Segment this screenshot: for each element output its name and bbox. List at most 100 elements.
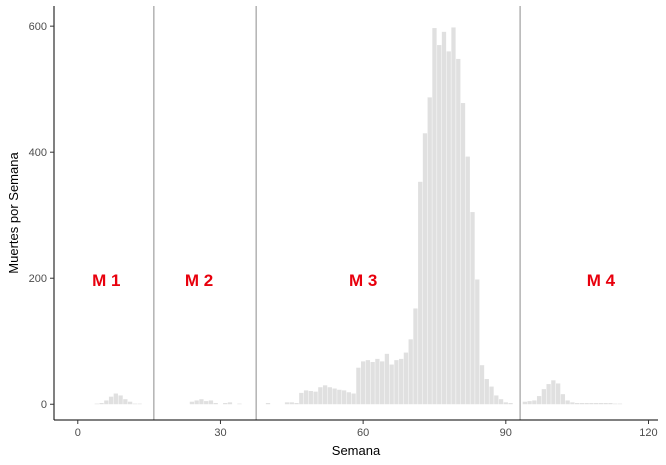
y-tick-label: 200 [29, 273, 47, 285]
bar [536, 396, 542, 405]
bar [527, 401, 532, 405]
bar [555, 383, 561, 405]
bar [460, 103, 466, 405]
bar [484, 379, 489, 405]
bar [498, 399, 504, 405]
bar [294, 402, 299, 405]
bar [265, 402, 271, 405]
x-axis-title: Semana [332, 443, 381, 458]
bar [137, 403, 142, 405]
y-tick-label: 0 [41, 399, 47, 411]
bar [94, 403, 99, 405]
bar [127, 401, 133, 405]
bar [284, 402, 290, 405]
bar [475, 279, 480, 405]
bar [351, 393, 356, 405]
x-ticks: 0 30 60 90 120 [75, 420, 658, 439]
bar [104, 400, 109, 405]
bar [113, 393, 118, 405]
bar [341, 390, 347, 405]
bar [237, 403, 242, 405]
bar [456, 58, 461, 405]
bar [213, 402, 218, 405]
bar [223, 402, 228, 405]
bar [437, 45, 442, 405]
x-tick-label: 30 [214, 427, 226, 439]
bar [346, 392, 352, 405]
bar [389, 364, 394, 405]
bar [413, 308, 418, 405]
phase-label: M 3 [349, 271, 377, 290]
bar [470, 212, 475, 405]
bar [489, 386, 494, 405]
bar [465, 156, 470, 405]
bar [446, 51, 451, 405]
y-ticks: 0 200 400 600 [29, 21, 54, 411]
bar [418, 181, 423, 405]
bar [118, 395, 123, 405]
bar [108, 396, 114, 405]
bar [494, 395, 499, 405]
phase-label: M 1 [92, 271, 120, 290]
bar [318, 387, 323, 405]
bar [422, 133, 428, 405]
phase-label: M 2 [185, 271, 213, 290]
bar [451, 27, 456, 405]
bar [303, 390, 309, 405]
phase-labels: M 1 M 2 M 3 M 4 [92, 271, 615, 290]
bar [204, 401, 209, 405]
bar [370, 362, 375, 405]
x-tick-label: 120 [639, 427, 657, 439]
bar [584, 402, 589, 405]
bar [194, 400, 199, 405]
bar [365, 360, 371, 405]
bar [589, 402, 594, 405]
bar [560, 394, 566, 405]
bar [546, 384, 551, 405]
bar [322, 385, 328, 405]
bar [617, 403, 623, 405]
bar [308, 391, 313, 405]
bar [99, 402, 104, 405]
bar [541, 389, 546, 405]
bar [570, 402, 575, 405]
bar [441, 31, 447, 405]
bar [189, 401, 195, 405]
bar [399, 358, 404, 405]
axes [53, 6, 658, 421]
bar [479, 365, 485, 405]
bar [199, 399, 204, 405]
y-axis-title: Muertes por Semana [6, 152, 21, 274]
bar [360, 361, 366, 405]
bar [208, 400, 214, 405]
bar [598, 402, 604, 405]
bar [356, 367, 361, 405]
bar [613, 403, 618, 405]
bar [551, 380, 556, 405]
bar [508, 402, 513, 405]
x-tick-label: 90 [500, 427, 512, 439]
bar [380, 361, 385, 405]
bar [375, 358, 380, 405]
bar [575, 402, 580, 405]
bar [227, 402, 233, 405]
y-tick-label: 400 [29, 147, 47, 159]
bar [565, 400, 570, 405]
bar [132, 403, 137, 405]
bar [594, 402, 599, 405]
bar [337, 389, 342, 405]
bar [289, 402, 294, 405]
bar [608, 402, 613, 405]
bar [384, 353, 390, 405]
bar [313, 391, 318, 405]
phase-label: M 4 [587, 271, 616, 290]
bars-group [94, 27, 623, 405]
bar [603, 402, 608, 405]
bar [427, 97, 432, 405]
bar [579, 402, 585, 405]
bar [432, 28, 437, 405]
bar [123, 399, 128, 405]
y-tick-label: 600 [29, 21, 47, 33]
bar [403, 352, 409, 405]
